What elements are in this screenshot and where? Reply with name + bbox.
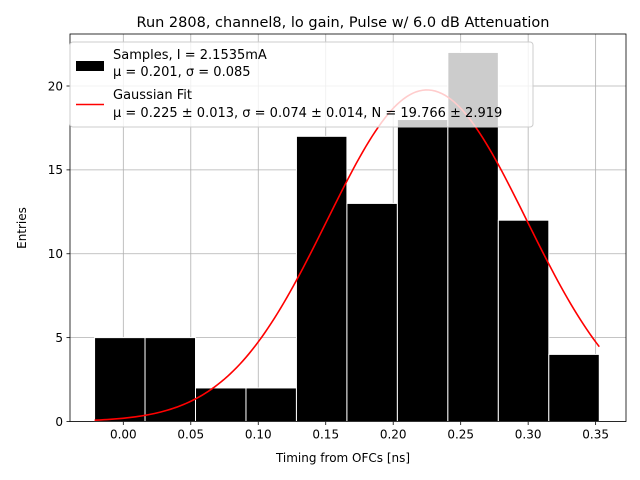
y-tick-label: 20 bbox=[48, 79, 63, 93]
x-tick-label: 0.30 bbox=[515, 428, 542, 442]
gaussian-fit bbox=[94, 89, 600, 421]
x-axis-ticks: 0.00 0.05 0.10 0.15 0.20 0.25 0.30 0.35 bbox=[110, 421, 609, 442]
histogram-bar bbox=[497, 219, 550, 422]
x-tick-label: 0.00 bbox=[110, 428, 137, 442]
histogram-bar bbox=[548, 353, 600, 422]
legend-fit-stats: μ = 0.225 ± 0.013, σ = 0.074 ± 0.014, N … bbox=[113, 106, 502, 121]
y-tick-label: 15 bbox=[48, 163, 63, 177]
histogram-bars bbox=[94, 51, 600, 423]
y-tick-label: 0 bbox=[55, 415, 63, 429]
histogram-bar bbox=[396, 119, 449, 423]
histogram-bar bbox=[295, 135, 348, 422]
histogram-bar bbox=[346, 202, 398, 422]
x-tick-label: 0.35 bbox=[582, 428, 609, 442]
legend-fit-label: Gaussian Fit bbox=[113, 88, 192, 103]
histogram-bar bbox=[94, 337, 146, 423]
legend-samples-stats: μ = 0.201, σ = 0.085 bbox=[113, 65, 251, 80]
histogram-bar bbox=[245, 387, 297, 423]
y-axis-ticks: 0 5 10 15 20 bbox=[48, 79, 70, 429]
legend: Samples, I = 2.1535mA μ = 0.201, σ = 0.0… bbox=[69, 41, 534, 128]
chart-title: Run 2808, channel8, lo gain, Pulse w/ 6.… bbox=[137, 15, 550, 31]
plot-frame bbox=[69, 33, 627, 422]
gaussian-fit-curve bbox=[94, 89, 600, 421]
histogram-bar bbox=[195, 387, 247, 423]
legend-samples-label: Samples, I = 2.1535mA bbox=[113, 48, 267, 63]
y-tick-label: 10 bbox=[48, 247, 63, 261]
y-tick-label: 5 bbox=[55, 331, 63, 345]
y-axis-label: Entries bbox=[15, 207, 29, 249]
x-tick-label: 0.20 bbox=[380, 428, 407, 442]
x-tick-label: 0.25 bbox=[447, 428, 474, 442]
x-tick-label: 0.10 bbox=[245, 428, 272, 442]
x-tick-label: 0.05 bbox=[177, 428, 204, 442]
legend-samples-swatch bbox=[76, 61, 104, 71]
x-axis-label: Timing from OFCs [ns] bbox=[275, 451, 410, 465]
x-tick-label: 0.15 bbox=[312, 428, 339, 442]
legend-box bbox=[69, 41, 534, 128]
